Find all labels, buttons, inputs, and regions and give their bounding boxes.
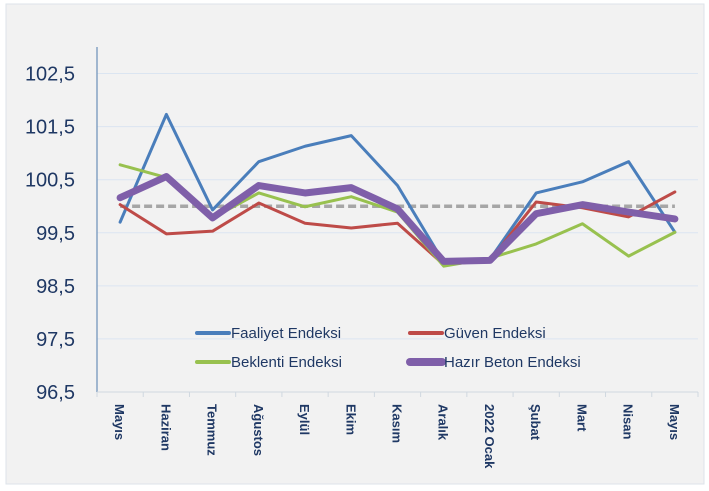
- x-tick-label: Mart: [574, 404, 589, 432]
- chart-background: [5, 3, 705, 485]
- x-tick-label: Haziran: [158, 404, 173, 451]
- legend-label: Hazır Beton Endeksi: [444, 354, 581, 371]
- y-tick-label: 97,5: [36, 329, 75, 351]
- y-tick-label: 102,5: [25, 64, 75, 86]
- x-tick-label: Ekim: [343, 404, 358, 435]
- legend-label: Faaliyet Endeksi: [231, 325, 341, 342]
- x-tick-label: Mayıs: [112, 404, 127, 440]
- y-tick-label: 101,5: [25, 117, 75, 139]
- x-tick-label: Temmuz: [205, 404, 220, 456]
- x-tick-label: Mayıs: [667, 404, 682, 440]
- x-tick-label: Kasım: [390, 404, 405, 443]
- y-tick-label: 96,5: [36, 382, 75, 404]
- y-tick-label: 99,5: [36, 223, 75, 245]
- x-tick-label: Eylül: [297, 404, 312, 435]
- x-tick-label: Aralık: [436, 404, 451, 441]
- x-tick-label: Nisan: [621, 404, 636, 439]
- x-tick-label: 2022 Ocak: [482, 404, 497, 469]
- y-tick-label: 100,5: [25, 170, 75, 192]
- x-tick-label: Şubat: [528, 404, 543, 441]
- legend-label: Beklenti Endeksi: [231, 354, 342, 371]
- legend-label: Güven Endeksi: [444, 325, 546, 342]
- x-tick-label: Ağustos: [251, 404, 266, 456]
- y-tick-label: 98,5: [36, 276, 75, 298]
- series-line-0: [118, 112, 677, 264]
- series-line-3: [116, 173, 679, 265]
